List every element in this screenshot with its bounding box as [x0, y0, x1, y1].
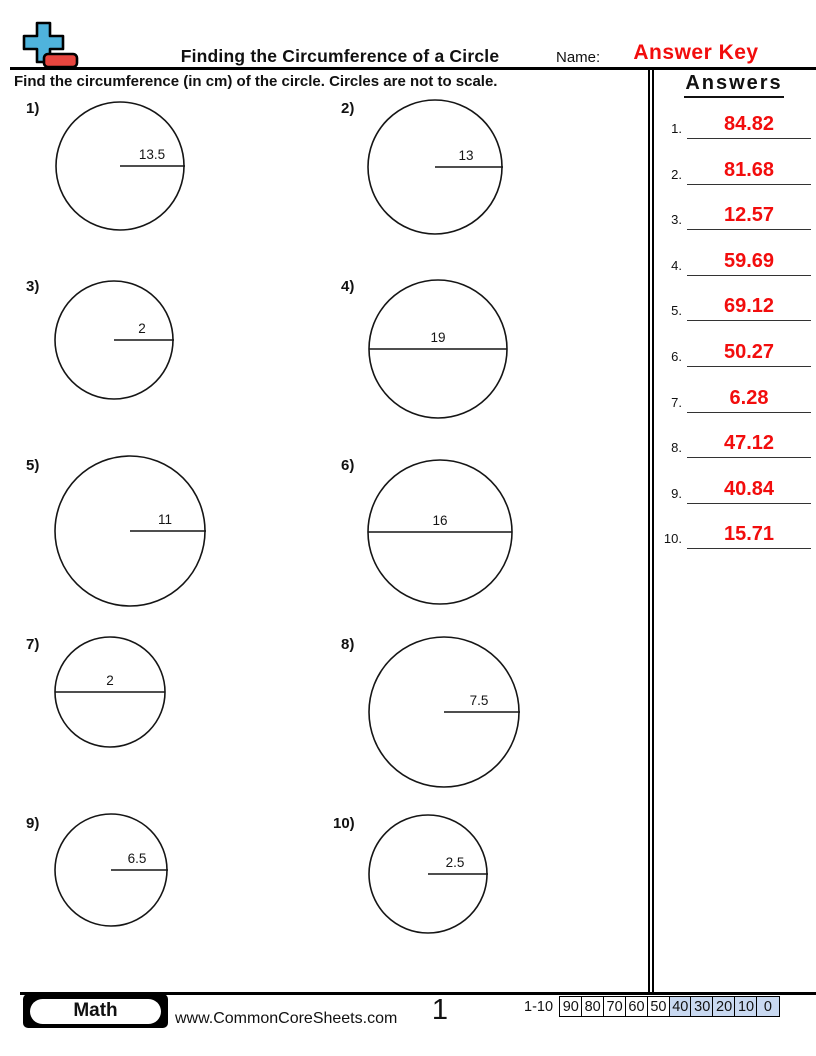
answer-row-9: 9. 40.84: [656, 478, 812, 504]
subject-label: Math: [30, 998, 161, 1024]
problem-10-number: 10): [333, 815, 355, 832]
problem-9-number: 9): [26, 815, 40, 832]
problem-8-number: 8): [341, 636, 355, 653]
problem-4-number: 4): [341, 278, 355, 295]
problem-7-circle: 2: [54, 636, 166, 748]
problem-6-diameter-label: 16: [432, 513, 447, 528]
problem-5-radius-label: 11: [158, 512, 172, 527]
score-cell: 10: [734, 996, 758, 1017]
score-cell: 50: [646, 996, 671, 1017]
problem-1-radius-label: 13.5: [139, 147, 165, 162]
problem-10-circle: 2.5: [368, 814, 488, 934]
name-label: Name:: [556, 49, 601, 66]
problem-6-number: 6): [341, 457, 355, 474]
answer-number: 1.: [671, 121, 682, 136]
score-cell: 0: [756, 996, 780, 1017]
problem-2-number: 2): [341, 100, 355, 117]
score-cell: 80: [580, 996, 605, 1017]
answer-number: 8.: [671, 440, 682, 456]
footer-divider: [20, 992, 816, 995]
problem-8-circle: 7.5: [368, 636, 520, 788]
score-cells: 90 80 70 60 50 40 30 20 10 0: [559, 996, 780, 1017]
problem-2-radius-label: 13: [458, 148, 473, 163]
score-cell: 60: [624, 996, 649, 1017]
problem-10-radius-label: 2.5: [446, 855, 465, 870]
page-number: 1: [431, 994, 449, 1026]
page-title: Finding the Circumference of a Circle: [180, 46, 500, 66]
answer-number: 4.: [671, 257, 682, 273]
answer-row-8: 8. 47.12: [656, 432, 812, 459]
answer-value: 81.68: [687, 159, 811, 185]
score-cell: 40: [668, 996, 693, 1017]
answers-separator-line: [648, 69, 654, 993]
problem-6-circle: 16: [367, 459, 513, 605]
name-value-answer-key: Answer Key: [633, 41, 759, 64]
answer-number: 9.: [671, 485, 682, 501]
answer-row-1: 1. 84.82: [656, 113, 812, 139]
answer-row-4: 4. 59.69: [656, 250, 812, 276]
score-strip: 1-10 90 80 70 60 50 40 30 20 10 0: [524, 996, 780, 1017]
answer-value: 69.12: [687, 295, 811, 322]
problem-7-diameter-label: 2: [106, 673, 114, 688]
score-cell: 20: [712, 996, 736, 1017]
answer-row-2: 2. 81.68: [656, 159, 812, 185]
answer-value: 40.84: [687, 478, 811, 504]
answer-row-7: 7. 6.28: [656, 387, 812, 413]
website-text: www.CommonCoreSheets.com: [175, 1010, 398, 1027]
score-cell: 70: [602, 996, 627, 1017]
header-divider: [10, 67, 816, 70]
score-range-label: 1-10: [524, 999, 554, 1015]
problem-9-circle: 6.5: [54, 813, 168, 927]
problem-3-circle: 2: [54, 280, 174, 400]
problem-5-circle: 11: [54, 455, 206, 607]
answer-value: 59.69: [687, 250, 811, 276]
problem-3-radius-label: 2: [138, 321, 146, 336]
problem-1-number: 1): [26, 100, 40, 117]
problem-2-circle: 13: [367, 99, 503, 235]
answers-panel: Answers 1. 84.82 2. 81.68 3. 12.57 4. 59…: [656, 72, 812, 569]
answer-number: 10.: [663, 531, 682, 547]
answer-value: 15.71: [687, 523, 811, 550]
problem-3-number: 3): [26, 278, 40, 295]
answer-value: 6.28: [687, 387, 811, 413]
answer-value: 50.27: [687, 341, 811, 367]
answer-number: 6.: [671, 348, 682, 364]
instruction-text: Find the circumference (in cm) of the ci…: [14, 73, 498, 90]
problem-7-number: 7): [26, 636, 40, 653]
commoncoresheets-logo-icon: [22, 21, 79, 69]
problem-8-radius-label: 7.5: [470, 693, 489, 708]
answer-number: 5.: [671, 303, 682, 319]
problem-4-circle: 19: [368, 279, 508, 419]
problem-1-circle: 13.5: [55, 101, 185, 231]
answer-value: 84.82: [687, 113, 811, 139]
subject-badge: Math: [23, 994, 168, 1028]
problem-4-diameter-label: 19: [430, 330, 445, 345]
score-cell: 30: [690, 996, 714, 1017]
score-cell: 90: [559, 996, 583, 1017]
answer-row-5: 5. 69.12: [656, 295, 812, 322]
answer-row-3: 3. 12.57: [656, 204, 812, 231]
answer-number: 3.: [671, 212, 682, 228]
answer-row-6: 6. 50.27: [656, 341, 812, 367]
problem-9-radius-label: 6.5: [128, 851, 147, 866]
problem-5-number: 5): [26, 457, 40, 474]
answer-number: 2.: [671, 166, 682, 182]
answer-value: 47.12: [687, 432, 811, 459]
answer-value: 12.57: [687, 204, 811, 231]
answers-title: Answers: [684, 72, 784, 98]
answer-number: 7.: [671, 394, 682, 410]
answer-row-10: 10. 15.71: [656, 523, 812, 550]
